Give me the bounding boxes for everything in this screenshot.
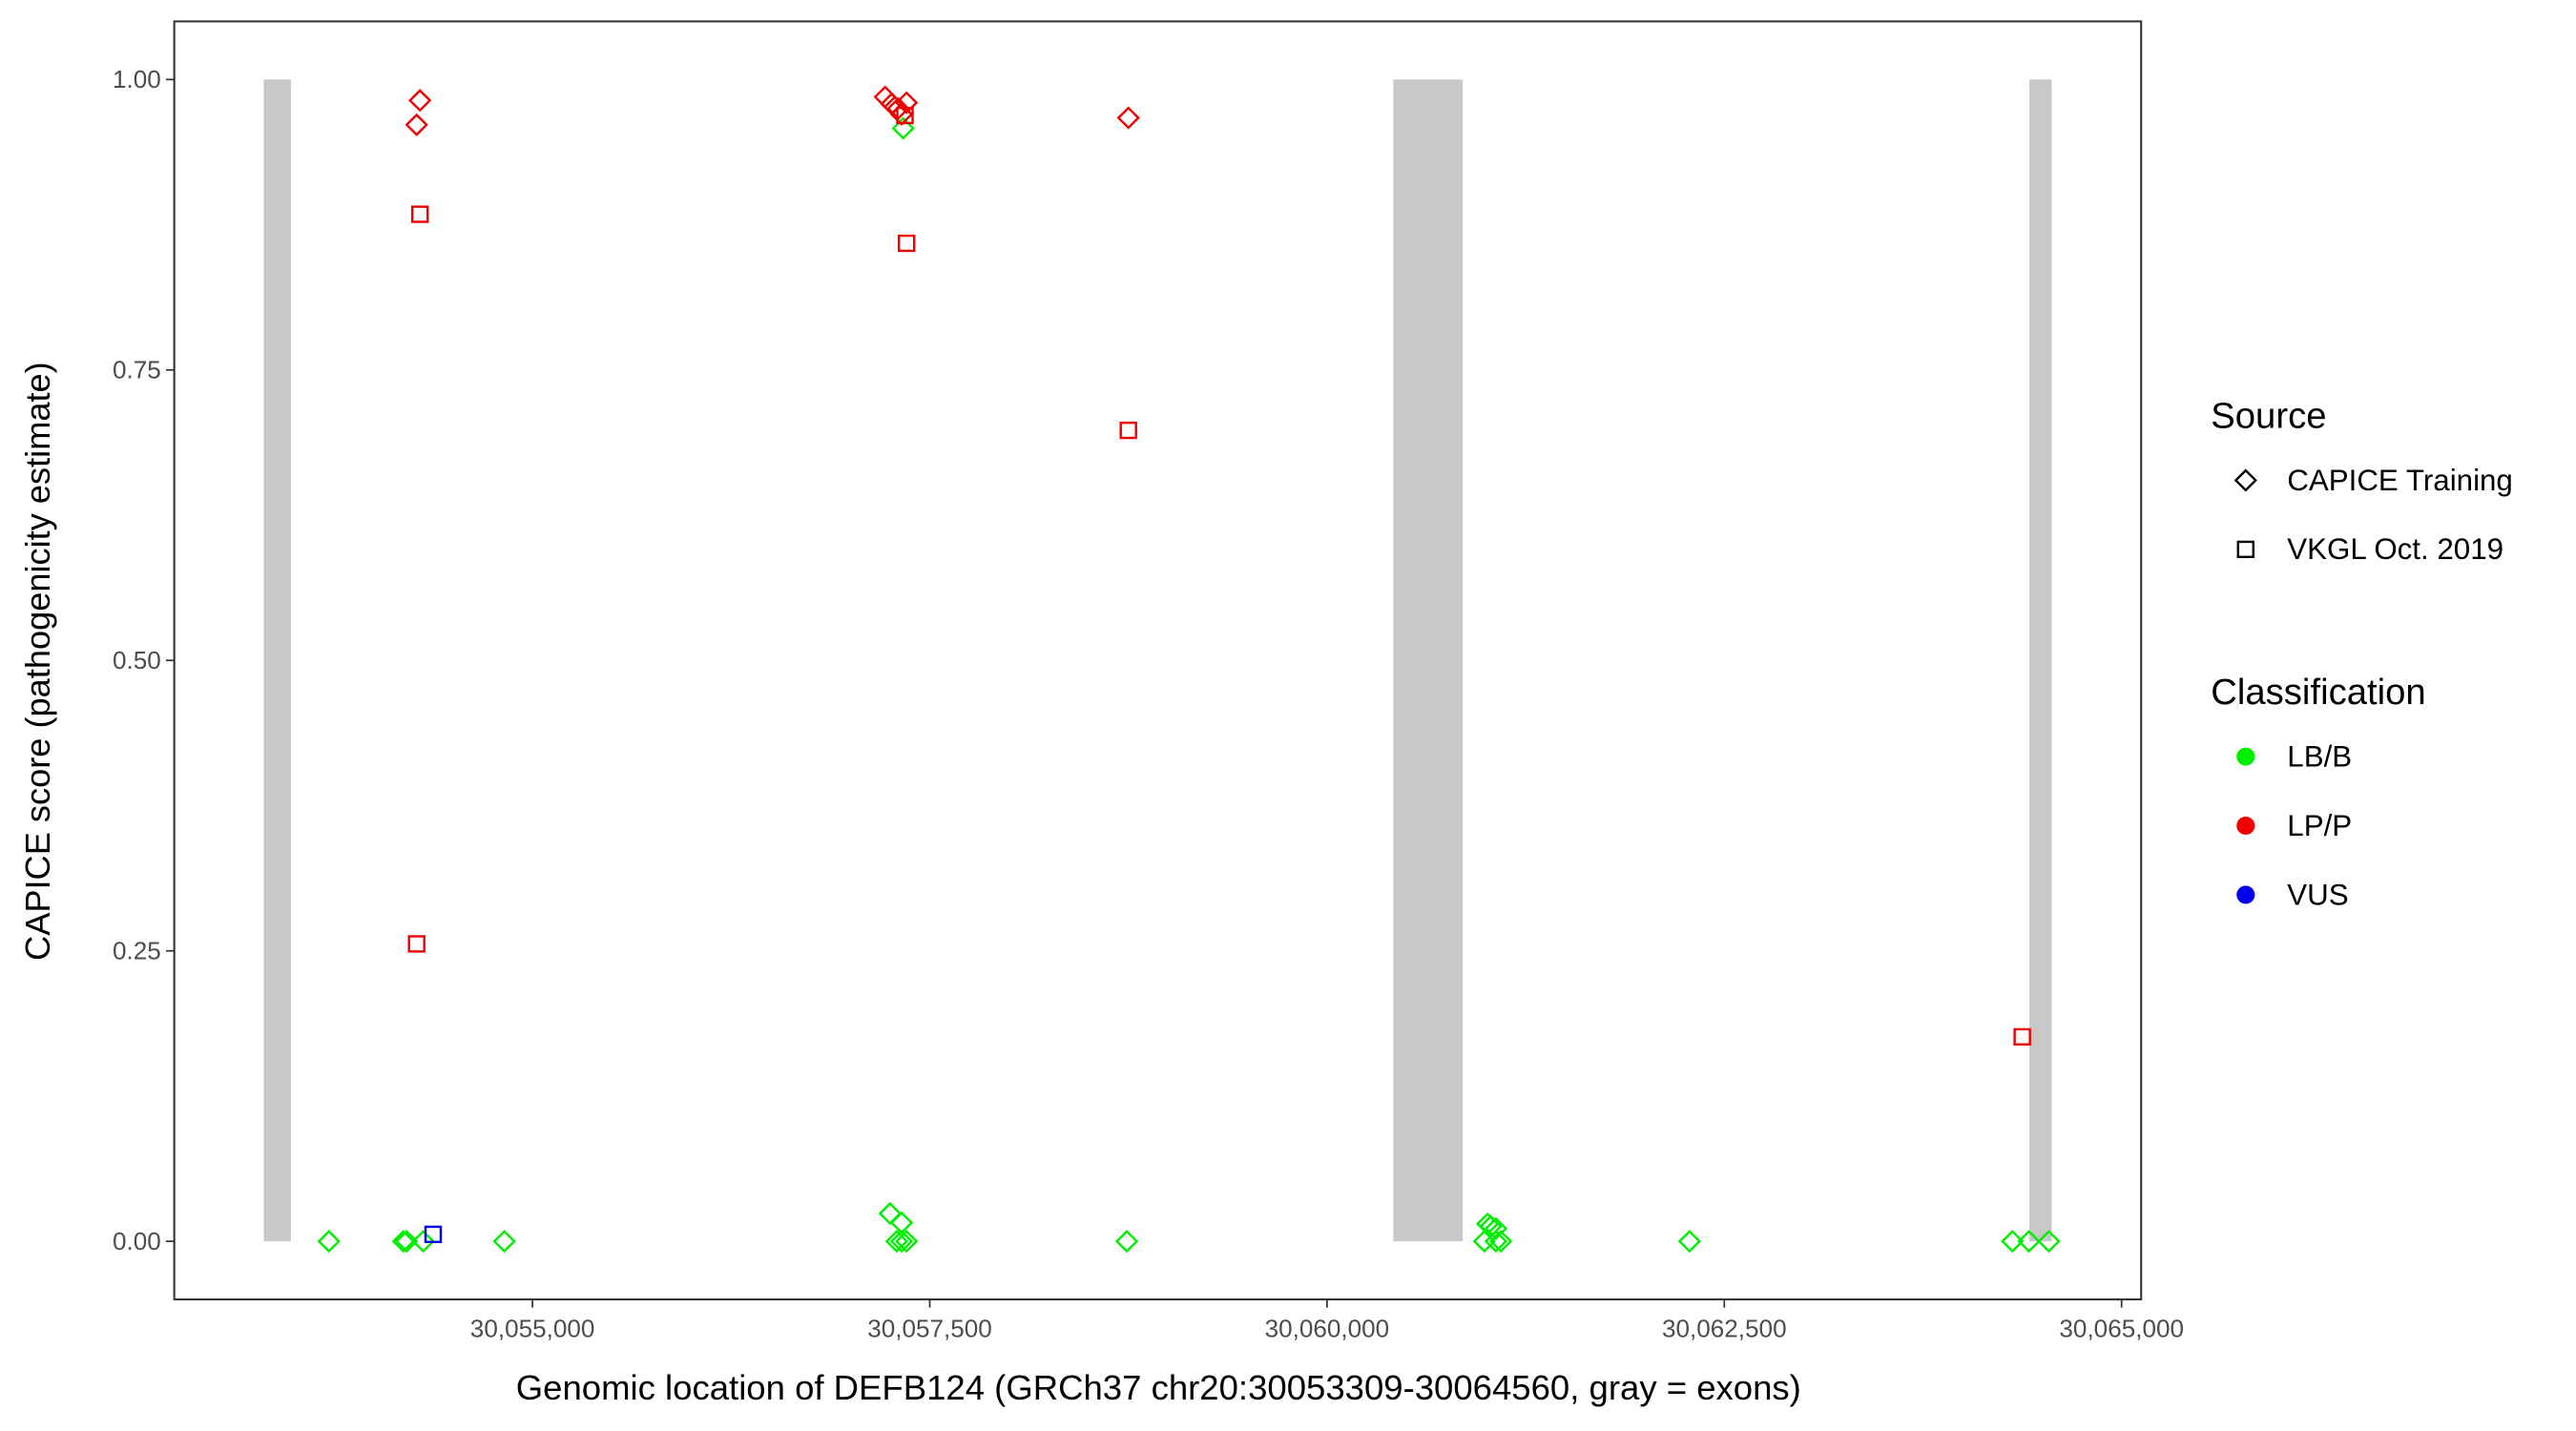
x-tick-label: 30,060,000 (1265, 1315, 1390, 1343)
point (492, 1230, 516, 1254)
point (895, 1230, 919, 1254)
x-tick-label: 30,057,500 (867, 1315, 992, 1343)
point (889, 1211, 914, 1234)
point (889, 1230, 914, 1254)
legend-key (2233, 468, 2257, 492)
point (878, 1201, 903, 1225)
point (411, 1230, 435, 1254)
exon (263, 79, 291, 1242)
point (1484, 1230, 1508, 1254)
plot-border (173, 20, 2143, 1301)
point (1472, 1230, 1496, 1254)
point (391, 1230, 416, 1254)
point (1677, 1230, 1701, 1254)
legend-label: VKGL Oct. 2019 (2287, 532, 2503, 566)
y-tick-label: 0.50 (113, 646, 161, 674)
legend-title: Classification (2211, 673, 2425, 713)
point (891, 116, 915, 140)
y-axis-title: CAPICE score (pathogenicity estimate) (18, 362, 57, 961)
point (424, 1225, 443, 1244)
point (407, 935, 426, 953)
exon (1393, 79, 1464, 1242)
y-tick-label: 0.00 (113, 1227, 161, 1255)
point (897, 234, 916, 253)
point (410, 205, 429, 223)
point (2037, 1230, 2061, 1254)
legend-title: Source (2211, 396, 2326, 436)
y-tick-label: 0.25 (113, 936, 161, 964)
point (1488, 1230, 1513, 1254)
x-tick-label: 30,062,500 (1662, 1315, 1787, 1343)
legend-key (2236, 885, 2255, 904)
point (317, 1230, 341, 1254)
point (884, 1230, 909, 1254)
x-tick-label: 30,055,000 (470, 1315, 595, 1343)
legend-label: LB/B (2287, 740, 2352, 774)
y-tick-label: 0.75 (113, 356, 161, 384)
point (2001, 1230, 2025, 1254)
exon (2029, 79, 2052, 1242)
legend-key (2236, 540, 2255, 558)
point (2017, 1230, 2041, 1254)
point (2013, 1027, 2031, 1046)
point (395, 1230, 419, 1254)
legend-label: CAPICE Training (2287, 464, 2513, 497)
point (895, 91, 919, 114)
point (1119, 421, 1137, 440)
point (896, 106, 914, 125)
x-tick-label: 30,065,000 (2059, 1315, 2184, 1343)
point (1116, 106, 1140, 130)
point (1484, 1216, 1508, 1240)
legend-key (2236, 817, 2255, 835)
point (405, 113, 428, 136)
legend-label: LP/P (2287, 809, 2352, 842)
point (1114, 1230, 1139, 1254)
x-axis-title: Genomic location of DEFB124 (GRCh37 chr2… (516, 1368, 1801, 1407)
y-tick-label: 1.00 (113, 65, 161, 93)
legend-key (2236, 747, 2255, 766)
legend-label: VUS (2287, 878, 2348, 911)
point (408, 89, 432, 113)
